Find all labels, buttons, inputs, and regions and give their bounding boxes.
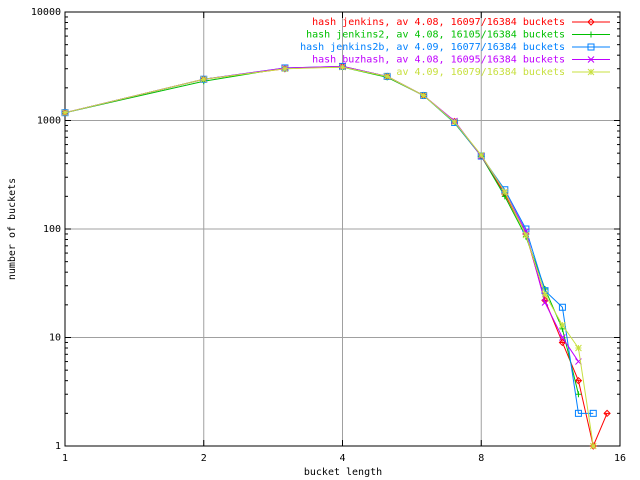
legend-label: hash jenkins, av 4.08, 16097/16384 bucke… <box>312 17 565 28</box>
point <box>587 56 595 63</box>
point <box>587 68 595 76</box>
point <box>541 290 549 298</box>
y-tick-label: 100 <box>43 224 61 235</box>
point <box>200 75 208 83</box>
x-tick-label: 2 <box>201 453 207 464</box>
x-axis-label: bucket length <box>304 467 382 478</box>
point <box>501 188 509 196</box>
point <box>541 299 549 306</box>
point <box>558 303 566 311</box>
point <box>574 409 582 417</box>
point <box>339 63 346 71</box>
point <box>559 321 566 329</box>
point <box>575 344 582 352</box>
point <box>574 376 583 385</box>
point <box>522 231 530 239</box>
series-line <box>64 66 594 447</box>
y-tick-label: 10 <box>49 333 61 344</box>
point <box>61 109 69 117</box>
plot-frame <box>64 11 621 447</box>
point <box>420 92 428 99</box>
y-tick-label: 10000 <box>31 7 61 18</box>
x-tick-label: 4 <box>339 453 345 464</box>
legend-label: hash buzhash, av 4.08, 16095/16384 bucke… <box>312 55 565 66</box>
point <box>477 151 485 159</box>
y-tick-label: 1 <box>55 441 61 452</box>
point <box>383 73 391 80</box>
x-tick-label: 1 <box>62 453 68 464</box>
point <box>575 391 582 398</box>
point <box>587 18 595 26</box>
point <box>589 409 597 417</box>
point <box>451 118 458 126</box>
point <box>559 334 566 341</box>
x-tick-label: 16 <box>614 453 626 464</box>
point <box>603 409 611 418</box>
x-tick-label: 8 <box>478 453 484 464</box>
y-axis-label: number of buckets <box>7 178 18 280</box>
legend-label: hash jenkins2b, av 4.09, 16077/16384 buc… <box>300 42 565 53</box>
point <box>281 65 289 73</box>
point <box>588 31 594 38</box>
point <box>587 43 595 51</box>
legend-label: av 4.09, 16079/16384 buckets <box>396 67 565 78</box>
legend-label: hash jenkins2, av 4.08, 16105/16384 buck… <box>306 30 565 41</box>
y-tick-label: 1000 <box>37 116 61 127</box>
point <box>589 442 597 450</box>
